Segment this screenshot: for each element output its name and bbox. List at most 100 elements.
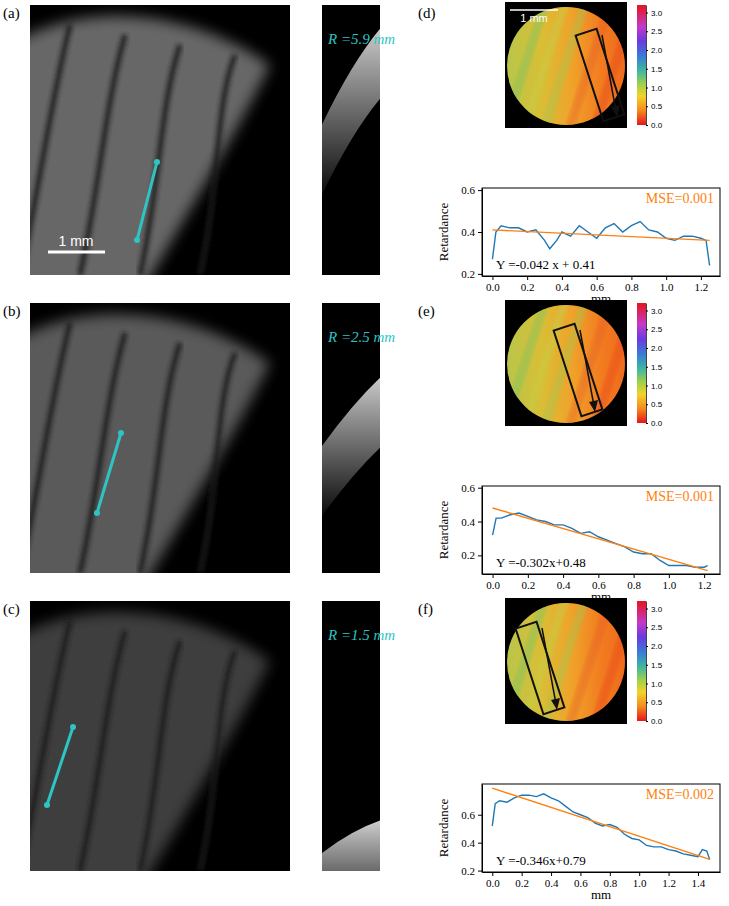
x-axis-tick: 1.4	[692, 872, 706, 889]
tissue-band	[322, 23, 380, 205]
colorbar-tick-mark	[646, 721, 648, 722]
x-axis-tick-mark	[492, 276, 493, 280]
x-axis-tick: 0.0	[486, 276, 500, 293]
map-streak	[584, 0, 642, 149]
x-axis-tick: 0.2	[521, 276, 535, 293]
x-axis-tick-mark	[580, 872, 581, 876]
y-axis: 0.20.40.6	[461, 184, 482, 280]
panel-label: (a)	[3, 5, 20, 22]
tissue-fold	[80, 631, 125, 871]
colorbar-tick-mark	[646, 386, 648, 387]
colorbar-axis: 0.00.51.01.52.02.53.0	[646, 602, 663, 727]
colorbar-tick: 0.5	[646, 698, 663, 707]
roi-box	[516, 622, 565, 714]
colorbar-tick: 1.5	[646, 363, 663, 372]
panel-label: (d)	[418, 5, 436, 22]
colorbar-tick-label: 2.0	[651, 344, 663, 353]
y-axis-tick: 0.2	[461, 865, 482, 877]
colorbar-tick-label: 2.5	[651, 325, 663, 334]
tissue-fold	[30, 621, 70, 871]
y-axis-tick-label: 0.6	[461, 482, 475, 494]
map-panel: 0.00.51.01.52.02.53.0	[494, 292, 663, 447]
x-axis-tick-label: 0.6	[574, 877, 588, 889]
colorbar-axis-line	[646, 6, 647, 126]
colorbar-tick-label: 1.5	[651, 363, 663, 372]
colorbar-tick-mark	[646, 31, 648, 32]
y-axis: 0.2 0.4 0.6	[461, 482, 482, 575]
colorbar-tick-mark	[646, 348, 648, 349]
plot-area	[493, 508, 708, 571]
tissue	[30, 16, 270, 275]
y-axis-line	[482, 487, 483, 575]
y-axis-title: Retardance	[436, 203, 451, 262]
colorbar-tick-mark	[646, 367, 648, 368]
x-axis-line	[483, 872, 721, 873]
roi-arrow	[580, 330, 594, 406]
x-axis-tick: 0.0	[486, 872, 500, 889]
x-axis-tick: 0.2	[515, 872, 529, 889]
y-axis-tick-label: 0.2	[461, 865, 475, 877]
y-axis-tick-mark	[478, 871, 482, 872]
x-axis-tick: 1.0	[662, 574, 676, 591]
tissue-fold	[80, 333, 125, 573]
line-chart: 0.00.20.40.60.81.01.20.20.40.6Retardance…	[436, 184, 721, 306]
colorbar-tick-mark	[646, 329, 648, 330]
fit-equation: Y =-0.346x+0.79	[496, 853, 586, 868]
x-axis-tick: 1.2	[662, 872, 676, 889]
x-axis-tick-mark	[634, 574, 635, 578]
colorbar-tick: 1.0	[646, 382, 663, 391]
x-axis-tick-mark	[669, 574, 670, 578]
x-axis-title: mm	[591, 589, 611, 604]
colorbar-tick-mark	[646, 609, 648, 610]
x-axis-tick-label: 0.0	[486, 579, 500, 591]
x-axis-tick-label: 1.0	[660, 281, 674, 293]
line-chart: 0.00.20.40.60.81.01.21.40.20.40.6Retarda…	[436, 784, 721, 902]
roi-arrowhead	[611, 105, 620, 117]
colorbar-tick-label: 1.5	[651, 65, 663, 74]
fit-equation: Y =-0.302x+0.48	[496, 555, 586, 570]
x-axis-tick-mark	[563, 574, 564, 578]
y-axis-tick-label: 0.2	[461, 549, 475, 561]
x-axis-tick-label: 0.4	[556, 281, 570, 293]
roi-arrowhead	[551, 698, 560, 710]
x-axis-tick: 1.0	[633, 872, 647, 889]
roi-arrow	[542, 628, 556, 704]
y-axis-tick-mark	[478, 232, 482, 233]
colorbar-axis-line	[646, 304, 647, 424]
tissue-fold	[30, 323, 70, 573]
colorbar-tick: 2.0	[646, 642, 663, 651]
x-axis-tick: 1.0	[660, 276, 674, 293]
x-axis-tick-label: 0.2	[515, 877, 529, 889]
y-axis-tick-mark	[478, 843, 482, 844]
x-axis-tick-mark	[669, 872, 670, 876]
x-axis-tick-label: 1.2	[695, 281, 709, 293]
colorbar-tick-mark	[646, 69, 648, 70]
x-axis-tick-label: 1.2	[662, 877, 676, 889]
roi-arrowhead	[589, 400, 598, 412]
x-axis-tick-mark	[701, 276, 702, 280]
x-axis-tick: 0.2	[521, 574, 535, 591]
x-axis-tick-label: 1.0	[662, 579, 676, 591]
scale-bar	[510, 9, 558, 11]
x-axis-tick-mark	[522, 872, 523, 876]
y-axis-line	[482, 785, 483, 873]
x-axis-tick: 0.4	[557, 574, 571, 591]
y-axis-tick: 0.4	[461, 226, 482, 238]
y-axis-tick-label: 0.4	[461, 516, 475, 528]
colorbar-tick-label: 2.5	[651, 623, 663, 632]
x-axis-tick-mark	[666, 276, 667, 280]
x-axis-tick-mark	[598, 574, 599, 578]
colorbar-tick: 2.5	[646, 623, 663, 632]
y-axis-tick-label: 0.6	[461, 809, 475, 821]
colorbar-tick: 0.5	[646, 102, 663, 111]
colorbar-tick-label: 0.5	[651, 102, 663, 111]
tissue-band	[322, 373, 380, 523]
x-axis-tick-mark	[493, 574, 494, 578]
colorbar-tick-label: 1.0	[651, 680, 663, 689]
panel-label: (e)	[418, 303, 435, 320]
map-streak	[584, 590, 642, 745]
colorbar-tick-label: 3.0	[651, 605, 663, 614]
map-panel: 0.00.51.01.52.02.53.0	[494, 590, 663, 745]
oct-panel	[10, 303, 385, 593]
roi-box	[576, 29, 625, 121]
